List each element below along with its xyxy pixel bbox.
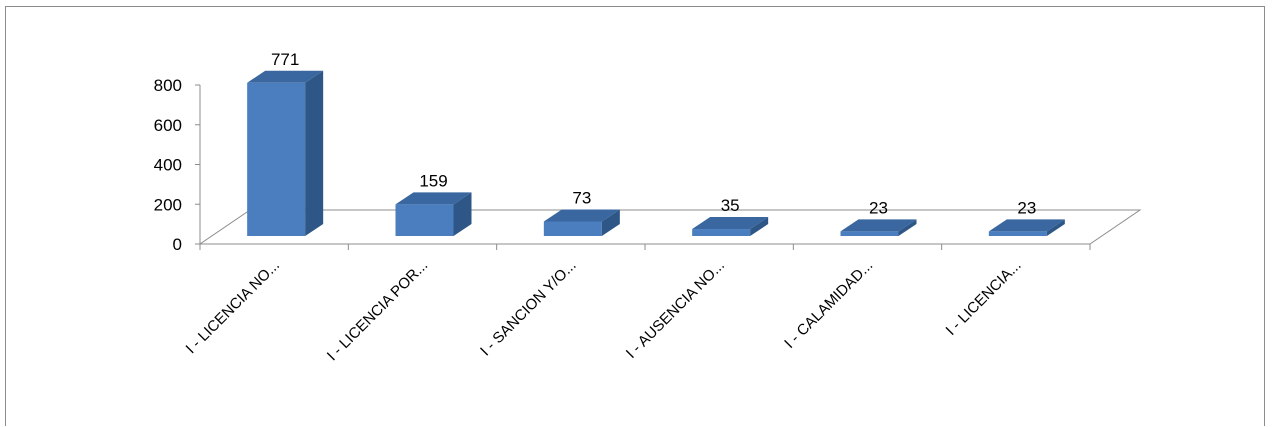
bar-side [1046,219,1065,236]
data-label: 35 [721,196,740,215]
x-tick-label: I - SANCION Y/O... [477,257,580,360]
bar-top [543,209,620,222]
data-label: 73 [572,188,591,207]
bar-top [988,219,1065,232]
data-label: 771 [271,50,299,69]
bar [247,70,324,236]
x-tick-label: I - LICENCIA... [943,257,1025,339]
bar-front [247,82,306,236]
y-tick-label: 800 [154,76,182,95]
data-label: 23 [1017,198,1036,217]
y-tick-label: 0 [173,235,182,254]
bar-top [395,192,472,205]
bar-front [840,231,899,236]
x-tick-label: I - LICENCIA NO... [183,257,283,357]
bar [692,217,769,236]
y-tick-label: 200 [154,195,182,214]
bar-front [988,231,1047,236]
bar-front [395,204,454,236]
bar-side [453,192,472,236]
bar-top [692,217,769,230]
bar-top [247,70,324,83]
bar [988,219,1065,236]
data-labels: 771 159 73 35 23 23 [271,50,1036,218]
bar-front [692,229,751,236]
bar-front [543,221,602,236]
bar [543,209,620,236]
x-tick-label: I - AUSENCIA NO... [623,257,728,362]
bar-side [601,209,620,236]
x-tick-label: I - LICENCIA POR... [324,257,432,365]
data-label: 23 [869,198,888,217]
x-tick-label: I - CALAMIDAD... [781,257,876,352]
bar-series [247,70,1065,236]
x-axis: I - LICENCIA NO... I - LICENCIA POR... I -… [183,244,1091,365]
y-tick-label: 600 [154,116,182,135]
y-axis: 0 200 400 600 800 [154,76,201,254]
bar-side [305,70,324,236]
bar-side [750,217,769,236]
data-label: 159 [419,171,447,190]
bar-top [840,219,917,232]
bar-side [898,219,917,236]
bar [840,219,917,236]
y-tick-label: 400 [154,156,182,175]
bar [395,192,472,236]
